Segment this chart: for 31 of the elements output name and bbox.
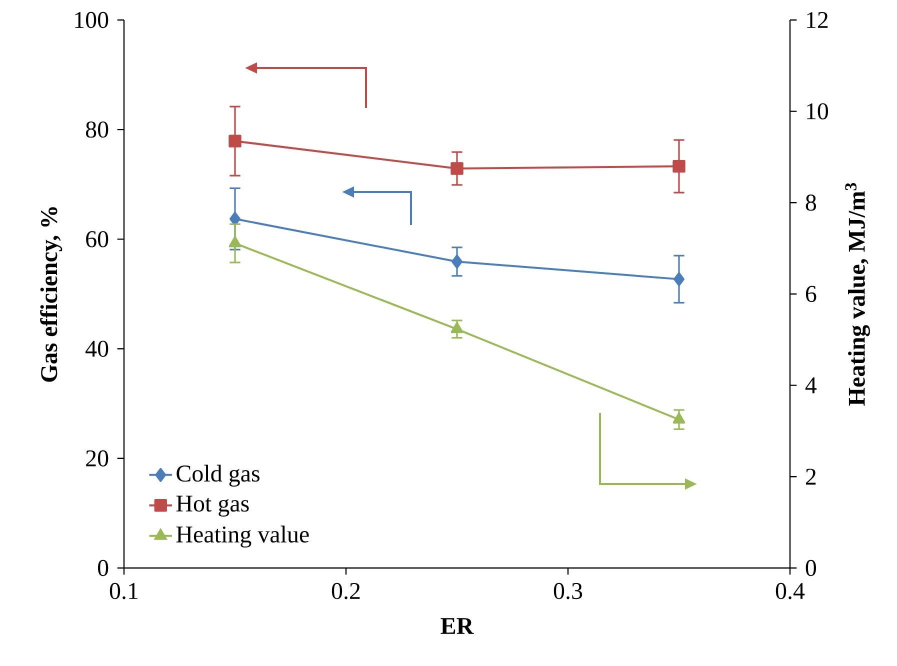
y-tick-label: 0 xyxy=(98,560,108,576)
y2-tick-label: 8 xyxy=(806,194,816,211)
point xyxy=(230,212,240,226)
y2-tick-label: 0 xyxy=(806,560,816,576)
x-tick-label: 0.1 xyxy=(110,582,138,600)
y2-tick-label: 12 xyxy=(807,12,828,28)
x-tick-label: 0.4 xyxy=(776,582,805,600)
legend-label: Heating value xyxy=(176,526,309,548)
x-axis-title: ER xyxy=(440,618,474,634)
point xyxy=(672,412,686,424)
y-tick-label: 20 xyxy=(86,450,108,466)
y2-tick-label: 4 xyxy=(805,377,817,394)
point xyxy=(228,134,242,148)
x-tick-label: 0.3 xyxy=(554,582,582,600)
point xyxy=(672,160,686,173)
y-tick-label: 40 xyxy=(86,340,108,357)
y2-tick-label: 2 xyxy=(806,468,816,485)
legend-label: Hot gas xyxy=(176,496,249,517)
point xyxy=(450,162,464,175)
y-tick-label: 60 xyxy=(86,231,108,248)
legend-label: Cold gas xyxy=(176,464,260,487)
x-tick-label: 0.2 xyxy=(332,582,360,600)
y-tick-label: 80 xyxy=(86,121,108,138)
y-tick-label: 100 xyxy=(75,12,108,28)
point xyxy=(452,254,462,269)
y2-axis-title: Heating value, MJ/m$^{3}$ xyxy=(845,183,870,406)
y2-tick-label: 6 xyxy=(806,286,816,302)
point xyxy=(674,272,684,286)
point xyxy=(228,236,242,248)
y2-tick-label: 10 xyxy=(807,103,828,120)
y-axis-title: Gas efficiency, % xyxy=(40,207,62,382)
